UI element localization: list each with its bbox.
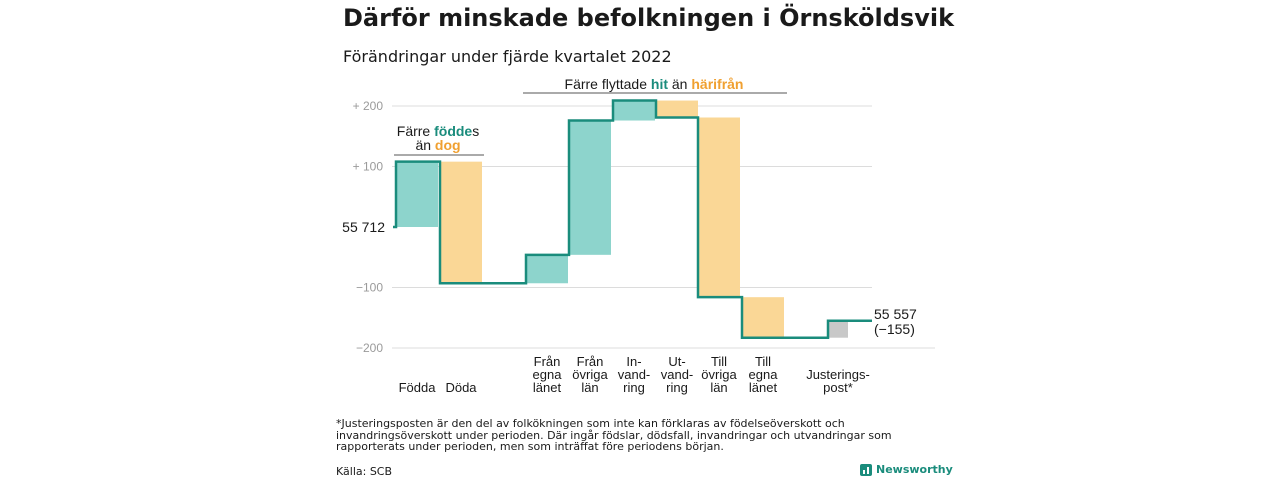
y-tick-label: −200 xyxy=(356,341,383,355)
category-label: Födda xyxy=(399,380,437,395)
bar-6 xyxy=(656,100,698,118)
cumulative-line xyxy=(393,99,872,339)
category-label: Till egna länet xyxy=(749,354,779,395)
source-label: Källa: SCB xyxy=(336,465,393,478)
brand-name: Newsworthy xyxy=(876,463,953,476)
y-tick-label: + 200 xyxy=(353,99,384,113)
category-label: In-vand-ring xyxy=(618,354,651,395)
chart-title: Därför minskade befolkningen i Örnskölds… xyxy=(343,4,955,32)
category-label: Från övriga län xyxy=(572,354,608,395)
annotation-births-deaths: Färre föddes xyxy=(397,123,479,139)
category-label: Justerings-post* xyxy=(806,367,870,395)
category-label: Från egna länet xyxy=(533,354,563,395)
category-label: Ut-vand-ring xyxy=(661,354,694,395)
bar-5 xyxy=(613,100,655,121)
y-tick-label: −100 xyxy=(356,281,383,295)
start-value-label: 55 712 xyxy=(342,219,385,235)
footnote: *Justeringsposten är den del av folkökni… xyxy=(336,417,892,453)
category-label: Till övriga län xyxy=(701,354,737,395)
bar-7 xyxy=(698,117,740,298)
waterfall-chart: + 200 + 100 −100 −200 Födda Döda Från egna länet… xyxy=(342,76,935,395)
bar-8 xyxy=(742,297,784,338)
bar-3 xyxy=(526,254,568,284)
bar-4 xyxy=(569,120,611,255)
annotation-migration: Färre flyttade hit än härifrån xyxy=(565,76,744,92)
bar-1 xyxy=(396,161,438,227)
category-label: Döda xyxy=(445,380,477,395)
brand-logo: Newsworthy xyxy=(860,463,953,476)
newsworthy-icon xyxy=(860,463,872,476)
end-change-label: (−155) xyxy=(874,321,915,337)
chart-subtitle: Förändringar under fjärde kvartalet 2022 xyxy=(343,47,672,66)
bar-2 xyxy=(440,161,482,284)
y-tick-label: + 100 xyxy=(353,160,384,174)
annotation-births-deaths: än dog xyxy=(415,137,460,153)
bar-9 xyxy=(828,320,848,338)
end-value-label: 55 557 xyxy=(874,306,917,322)
